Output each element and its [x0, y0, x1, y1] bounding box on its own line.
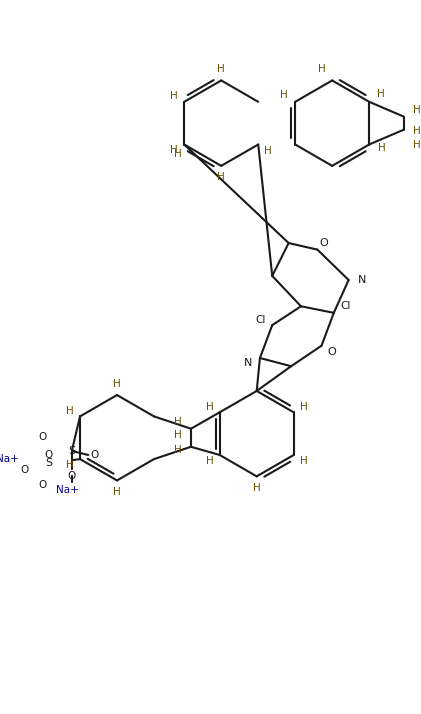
Text: H: H [413, 105, 421, 115]
Text: H: H [264, 146, 272, 156]
Text: O: O [20, 465, 28, 475]
Text: S: S [45, 458, 52, 468]
Text: H: H [280, 90, 288, 100]
Text: S: S [68, 446, 75, 456]
Text: H: H [378, 143, 386, 153]
Text: H: H [174, 431, 182, 441]
Text: H: H [206, 456, 213, 466]
Text: O: O [320, 238, 328, 248]
Text: H: H [253, 483, 261, 493]
Text: O: O [45, 450, 53, 460]
Text: H: H [300, 401, 307, 411]
Text: Na+: Na+ [56, 486, 79, 496]
Text: N: N [357, 275, 366, 285]
Text: H: H [217, 64, 225, 74]
Text: H: H [113, 378, 121, 388]
Text: H: H [174, 149, 181, 159]
Text: O: O [38, 480, 46, 490]
Text: O: O [68, 471, 76, 481]
Text: Na+: Na+ [0, 454, 19, 464]
Text: O: O [91, 450, 99, 460]
Text: H: H [171, 91, 178, 101]
Text: H: H [318, 64, 326, 74]
Text: H: H [217, 172, 225, 182]
Text: H: H [413, 126, 421, 136]
Text: H: H [174, 445, 182, 455]
Text: H: H [66, 406, 74, 416]
Text: H: H [206, 401, 213, 411]
Text: N: N [244, 358, 253, 368]
Text: H: H [413, 139, 421, 149]
Text: O: O [327, 347, 336, 357]
Text: O: O [38, 432, 46, 442]
Text: H: H [174, 417, 182, 427]
Text: H: H [113, 487, 121, 497]
Text: H: H [377, 89, 384, 99]
Text: H: H [300, 456, 307, 466]
Text: Cl: Cl [256, 316, 266, 326]
Text: Cl: Cl [340, 301, 351, 311]
Text: H: H [171, 145, 178, 155]
Text: H: H [66, 460, 74, 470]
